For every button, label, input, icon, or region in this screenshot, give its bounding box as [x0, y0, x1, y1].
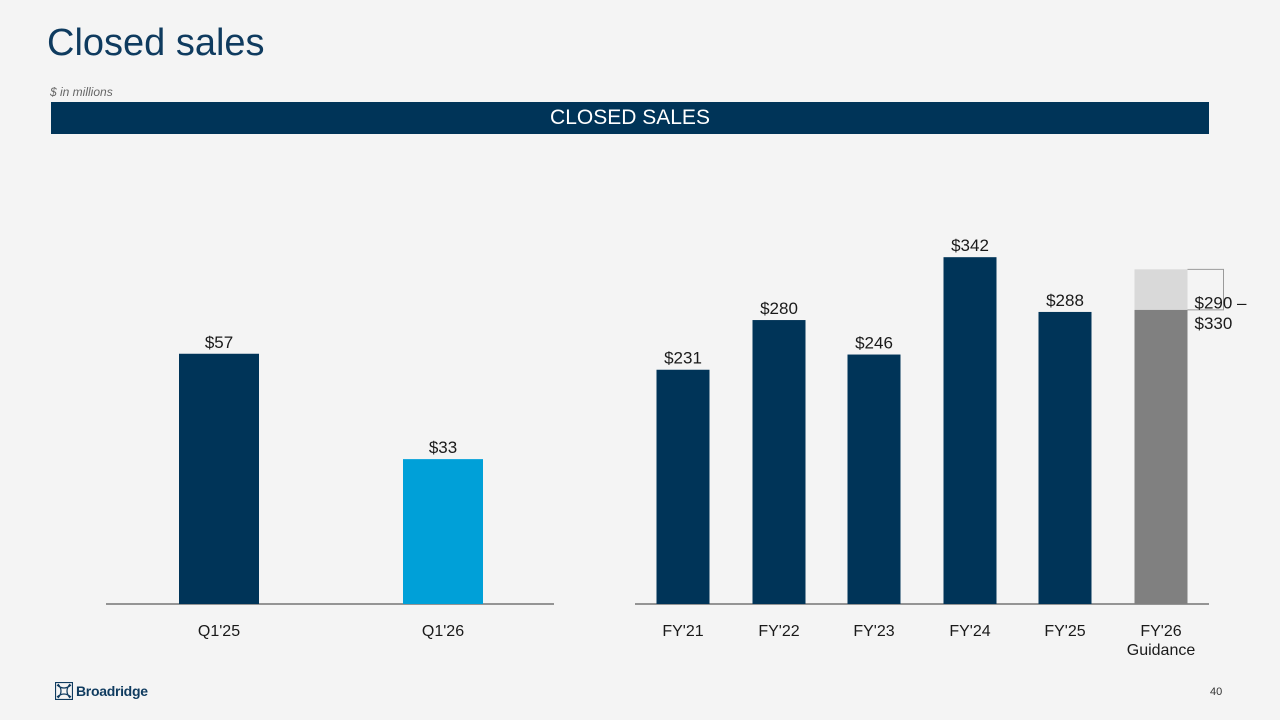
- broadridge-logo-icon: [55, 682, 73, 700]
- page-number: 40: [1210, 686, 1223, 698]
- bar-guidance-range: [1134, 269, 1188, 310]
- data-label-fy-22: $280: [760, 299, 798, 318]
- bar-fy-24: [943, 257, 997, 604]
- bar-fy-21: [656, 369, 710, 604]
- bar-q1-26: [403, 459, 483, 604]
- tick-label-fy-23: FY'23: [853, 623, 894, 640]
- tick-label-fy-21: FY'21: [662, 623, 703, 640]
- bar-fy-25: [1038, 311, 1092, 604]
- tick-label-fy-25: FY'25: [1044, 623, 1085, 640]
- tick-label-fy-22: FY'22: [758, 623, 799, 640]
- tick-label-fy-24: FY'24: [949, 623, 990, 640]
- data-label-fy-21: $231: [664, 349, 702, 368]
- data-label-guidance: $290 – $330: [1195, 293, 1248, 332]
- data-label-fy-23: $246: [855, 334, 893, 353]
- guidance-bracket: [1187, 268, 1224, 311]
- data-label-q1-26: $33: [429, 438, 457, 457]
- units-note: $ in millions: [50, 85, 113, 99]
- data-label-fy-25: $288: [1046, 291, 1084, 310]
- bar-q1-25: [179, 353, 259, 604]
- bar-guidance-low: [1134, 309, 1188, 604]
- tick-label-q1-25: Q1'25: [198, 623, 240, 640]
- data-label-q1-25: $57: [205, 333, 233, 352]
- data-label-fy-24: $342: [951, 236, 989, 255]
- broadridge-logo-text: Broadridge: [76, 683, 148, 699]
- slide-title: Closed sales: [47, 22, 265, 64]
- bar-fy-23: [847, 354, 901, 604]
- tick-label-fy-26-guidance: FY'26 Guidance: [1127, 623, 1196, 659]
- section-banner: CLOSED SALES: [51, 102, 1209, 134]
- bar-fy-22: [752, 320, 806, 604]
- tick-label-q1-26: Q1'26: [422, 623, 464, 640]
- broadridge-logo: Broadridge: [55, 682, 148, 700]
